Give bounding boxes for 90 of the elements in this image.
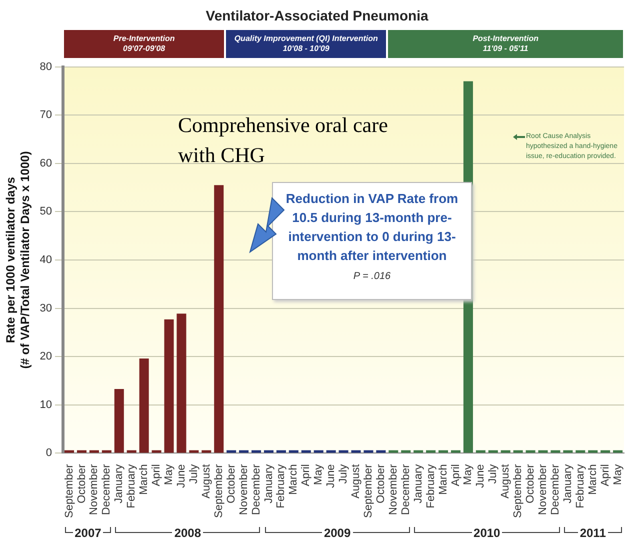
x-tick-label: September	[362, 464, 374, 518]
x-tick-label: May	[612, 464, 624, 485]
x-tick-label: June	[325, 464, 338, 488]
y-tick-label: 10	[40, 398, 52, 411]
y-tick-label: 70	[40, 109, 52, 122]
bar	[214, 185, 224, 453]
text: 2008	[172, 526, 204, 540]
x-tick-label: October	[524, 464, 537, 504]
text: 2011	[578, 526, 608, 540]
x-tick-label: December	[100, 464, 113, 515]
x-tick-label: July	[487, 464, 500, 484]
bar	[202, 450, 212, 453]
text: 2009	[322, 526, 353, 540]
x-tick-label: November	[88, 464, 100, 515]
x-tick-label: January	[562, 464, 574, 504]
x-tick-label: May	[312, 464, 325, 485]
bar	[226, 450, 236, 453]
bar	[239, 450, 249, 453]
x-tick-label: March	[586, 464, 599, 495]
x-tick-label: February	[424, 464, 437, 508]
text: 2010	[472, 526, 502, 540]
x-tick-label: June	[474, 464, 487, 488]
x-tick-label: January	[113, 464, 126, 504]
bar	[364, 450, 374, 453]
bar	[338, 450, 348, 453]
y-axis-title: Rate per 1000 ventilator days (# of VAP/Total Ventilator Days x 1000)	[4, 151, 32, 369]
x-tick-label: October	[225, 464, 238, 504]
x-tick-label: April	[599, 464, 612, 486]
x-tick-label: April	[450, 464, 462, 486]
bar	[164, 319, 174, 453]
x-tick-label: January	[262, 464, 275, 504]
x-tick-label: October	[76, 464, 88, 504]
phase-header: Post-Intervention 11'09 - 05'11	[388, 30, 624, 58]
x-tick-label: May	[163, 464, 176, 485]
y-tick-label: 50	[40, 206, 52, 218]
x-tick-label: December	[250, 464, 262, 515]
x-tick-label: August	[350, 464, 362, 498]
x-tick-label: September	[212, 464, 225, 518]
y-tick-label: 30	[40, 302, 52, 314]
x-tick-label: July	[338, 464, 350, 484]
x-tick-label: August	[500, 464, 512, 498]
bar	[351, 450, 361, 453]
bar	[376, 450, 386, 453]
x-tick-label: March	[437, 464, 450, 495]
x-tick-label: November	[537, 464, 550, 515]
x-tick-label: September	[63, 464, 76, 518]
bar	[64, 450, 74, 453]
x-tick-label: December	[400, 464, 412, 515]
bar	[301, 450, 311, 453]
annotation: Comprehensive oral care with CHG	[178, 112, 389, 169]
x-tick-label: August	[200, 464, 212, 498]
bar	[152, 450, 162, 453]
chart-title: Ventilator-Associated Pneumonia	[206, 7, 428, 24]
y-tick-label: 20	[40, 350, 52, 363]
y-tick-label: 80	[40, 60, 52, 73]
x-tick-label: October	[374, 464, 387, 504]
x-tick-label: January	[412, 464, 424, 504]
x-tick-label: November	[387, 464, 400, 515]
bar	[326, 450, 336, 453]
bar	[189, 450, 199, 453]
bar	[288, 450, 298, 453]
annotation: Reduction in VAP Rate from 10.5 during 13-month pre-intervention to 0 during 13-month after intervention	[284, 190, 460, 265]
bar	[89, 450, 99, 453]
y-tick-label: 0	[46, 447, 52, 460]
y-tick-label: 40	[40, 254, 52, 266]
bar	[102, 450, 112, 453]
bar	[276, 450, 286, 453]
text: 2007	[72, 526, 104, 540]
bar	[252, 450, 262, 453]
annotation: P = .016	[352, 270, 392, 284]
bar	[76, 450, 87, 453]
bar	[264, 450, 274, 453]
x-tick-label: September	[512, 464, 524, 518]
x-tick-label: May	[462, 464, 474, 485]
x-tick-label: April	[150, 464, 163, 486]
x-tick-label: December	[550, 464, 562, 515]
y-tick-label: 60	[40, 157, 52, 170]
x-tick-label: March	[138, 464, 150, 495]
bar	[126, 450, 136, 453]
x-tick-label: March	[288, 464, 300, 495]
x-tick-label: July	[188, 464, 200, 484]
x-tick-label: November	[238, 464, 250, 515]
phase-header: Quality Improvement (QI) Intervention 10'08 - 10'09	[226, 30, 386, 58]
x-tick-label: February	[126, 464, 138, 508]
x-tick-label: April	[300, 464, 312, 486]
x-tick-label: June	[176, 464, 188, 488]
x-tick-label: February	[574, 464, 586, 508]
x-tick-label: February	[275, 464, 288, 508]
phase-header: Pre-Intervention 09'07-09'08	[64, 30, 224, 58]
bar	[314, 450, 324, 453]
